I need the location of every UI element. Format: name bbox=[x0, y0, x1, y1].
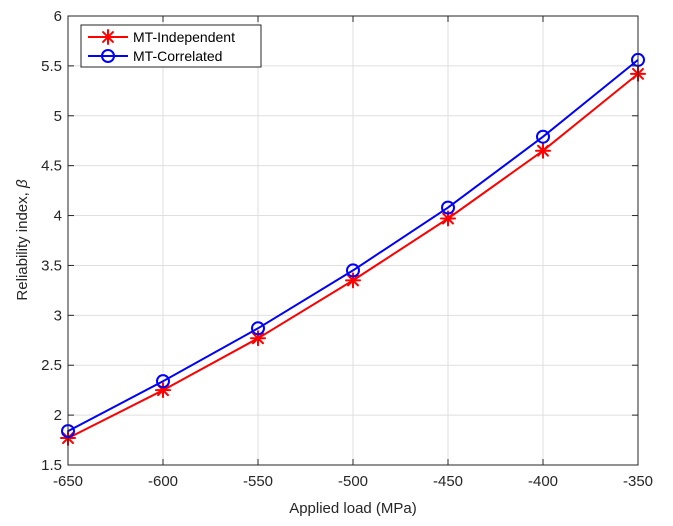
y-tick-label: 2.5 bbox=[41, 357, 62, 374]
y-tick-label: 3.5 bbox=[41, 257, 62, 274]
x-tick-label: -400 bbox=[528, 473, 558, 490]
legend-label-mt-independent: MT-Independent bbox=[133, 29, 235, 45]
series-line-mt-correlated bbox=[67, 59, 639, 432]
y-tick-label: 2 bbox=[54, 407, 62, 424]
y-tick-label: 5.5 bbox=[41, 58, 62, 75]
legend-box bbox=[80, 24, 262, 68]
legend-label-mt-correlated: MT-Correlated bbox=[133, 48, 222, 64]
data-point-mt-correlated bbox=[441, 200, 455, 215]
y-axis-label-symbol: β bbox=[14, 179, 31, 189]
y-tick-label: 3 bbox=[54, 307, 62, 324]
y-tick-label: 5 bbox=[54, 108, 62, 125]
data-point-mt-independent bbox=[535, 142, 551, 159]
x-tick-label: -650 bbox=[53, 473, 83, 490]
x-tick-label: -450 bbox=[433, 473, 463, 490]
legend: MT-Independent MT-Correlated bbox=[80, 24, 262, 68]
legend-marker-mt-correlated bbox=[101, 49, 115, 63]
x-tick-label: -500 bbox=[338, 473, 368, 490]
x-tick-label: -550 bbox=[243, 473, 273, 490]
data-point-mt-correlated bbox=[536, 129, 550, 144]
data-point-mt-correlated bbox=[346, 263, 360, 278]
y-tick-label: 1.5 bbox=[41, 457, 62, 474]
ticks bbox=[67, 15, 639, 466]
y-tick-label: 4.5 bbox=[41, 158, 62, 175]
x-tick-label: -350 bbox=[623, 473, 653, 490]
y-axis-label: Reliability index, β bbox=[14, 179, 31, 301]
y-axis-label-text: Reliability index, bbox=[14, 188, 31, 301]
x-tick-label: -600 bbox=[148, 473, 178, 490]
data-point-mt-independent bbox=[250, 330, 266, 347]
x-axis-label: Applied load (MPa) bbox=[289, 500, 417, 517]
legend-marker-mt-independent bbox=[100, 29, 116, 45]
data-point-mt-correlated bbox=[156, 374, 170, 389]
data-point-mt-correlated bbox=[251, 321, 265, 336]
tick-labels: -650 -600 -550 -500 -450 -400 -350 1.5 2 2.5 3 3.5 4… bbox=[41, 8, 653, 490]
y-tick-label: 6 bbox=[54, 8, 62, 25]
y-tick-label: 4 bbox=[54, 208, 62, 225]
